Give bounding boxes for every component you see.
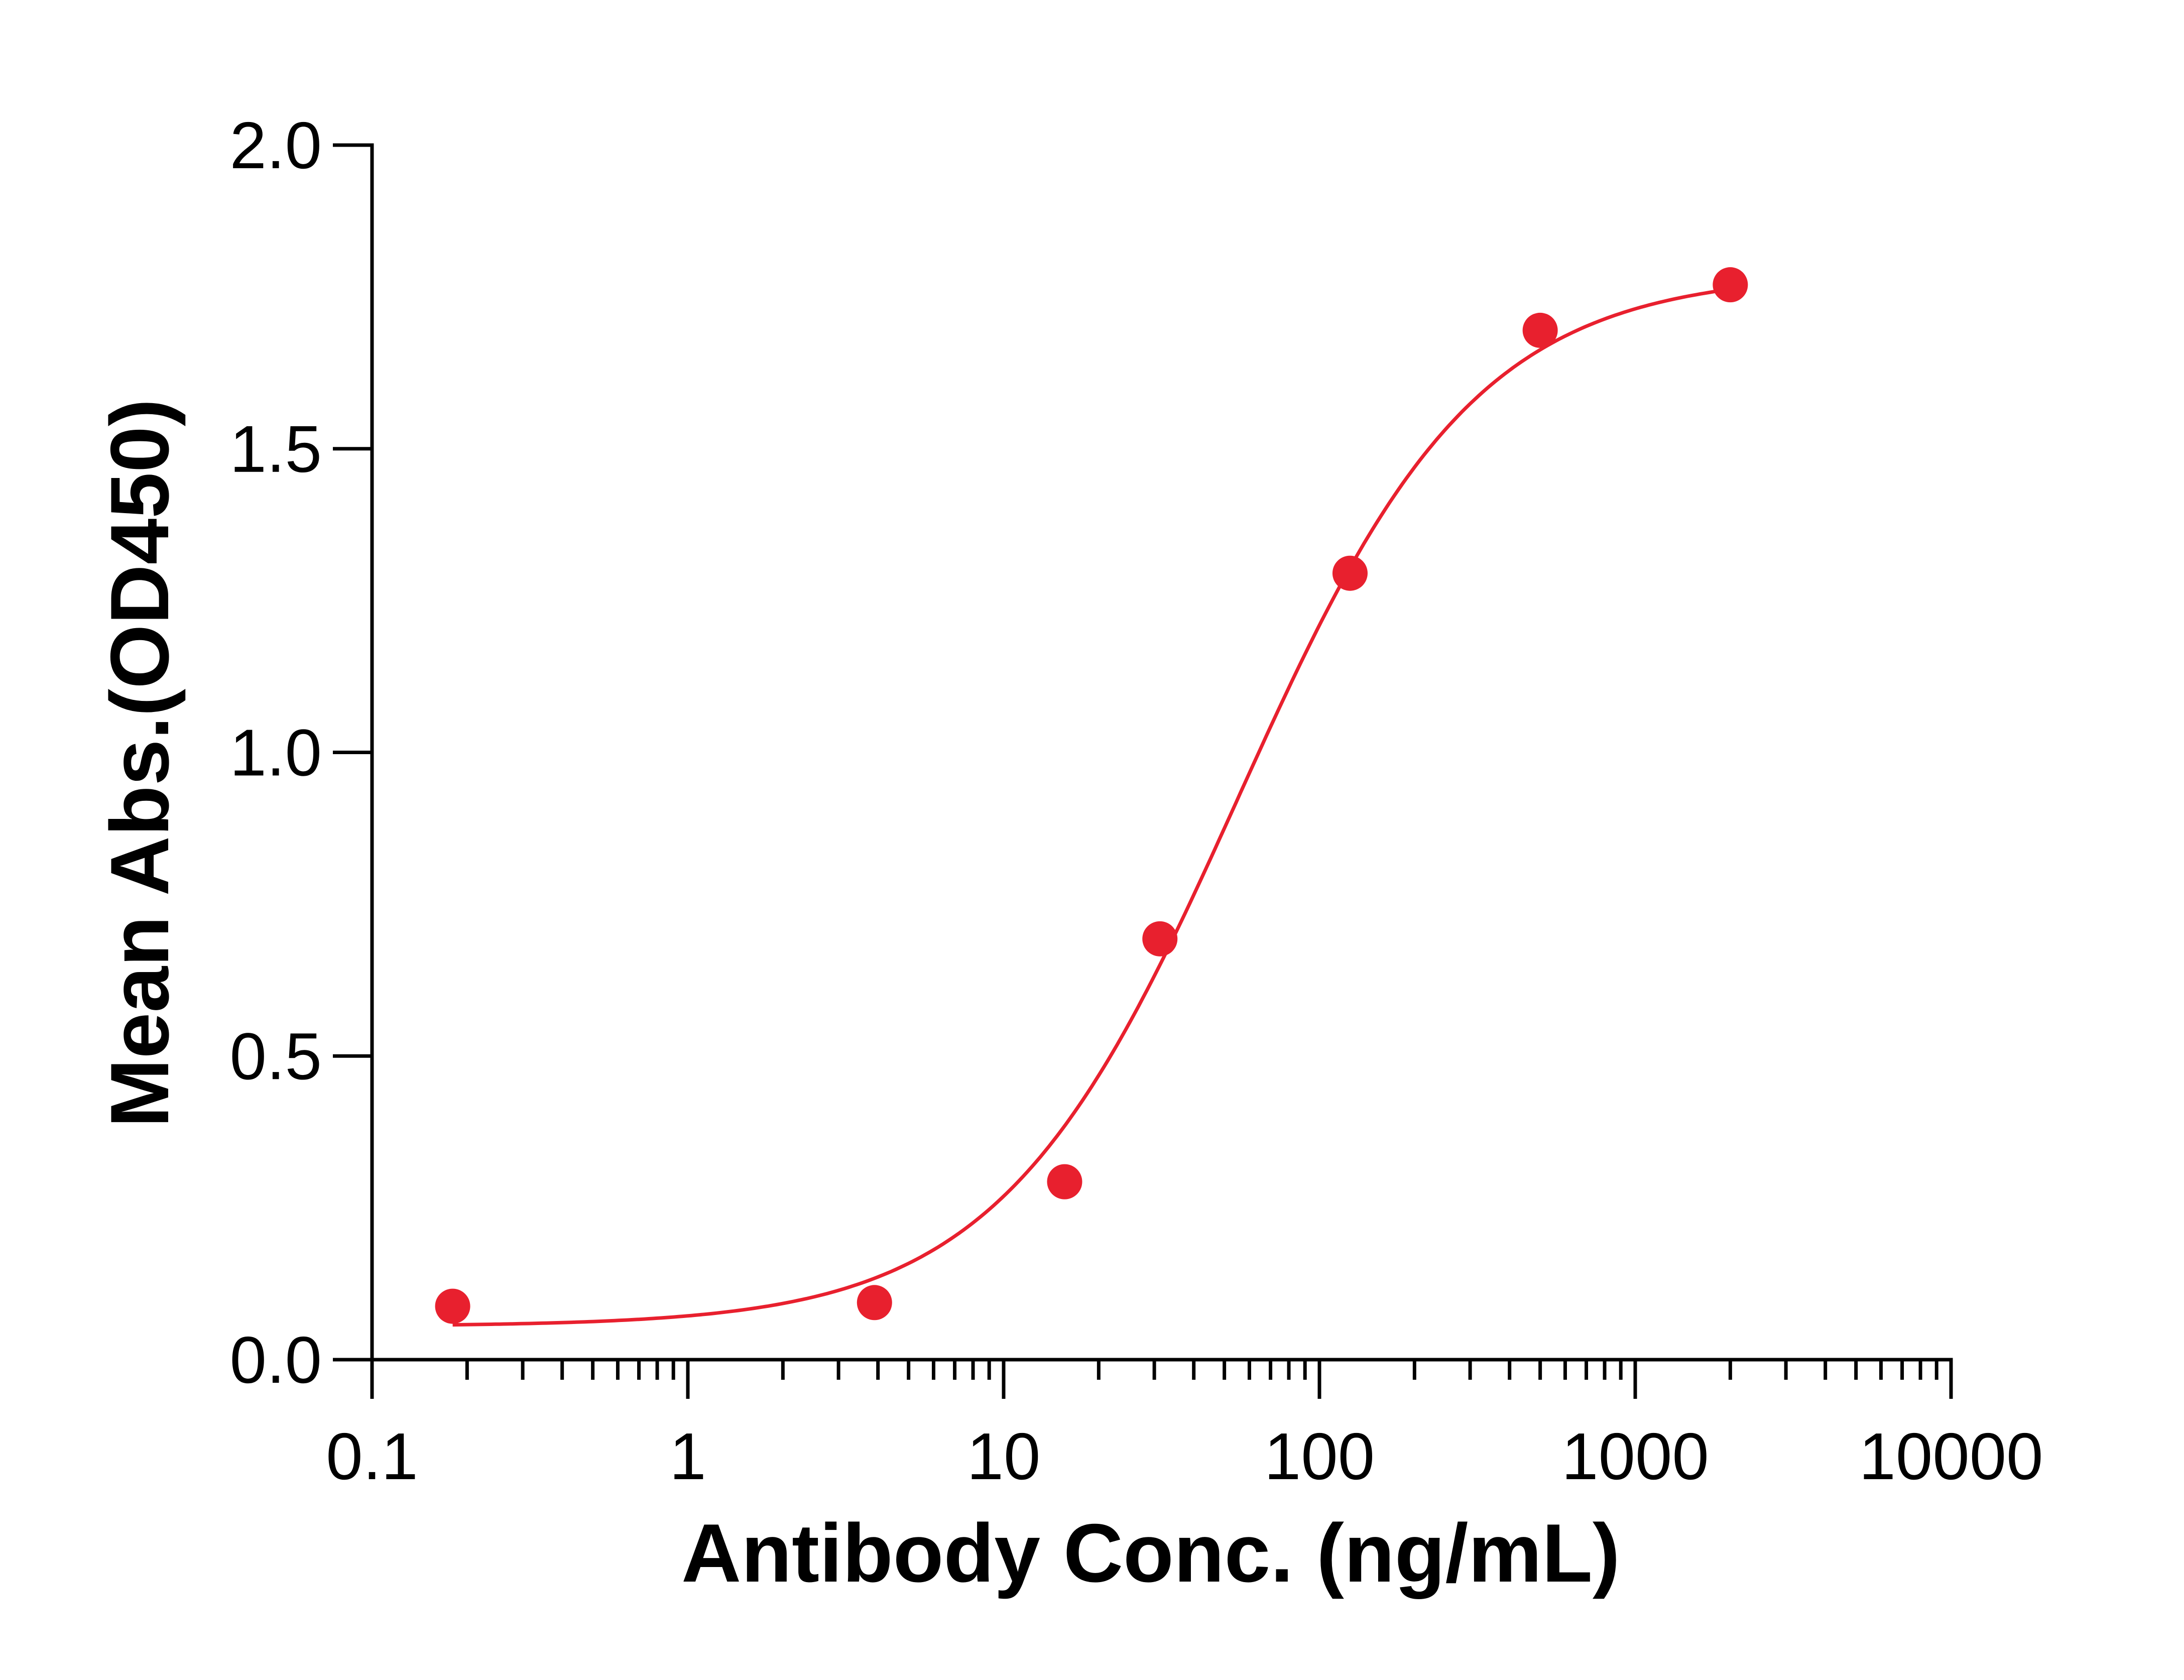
axes-layer <box>333 143 1953 1399</box>
y-tick-label: 0.5 <box>230 1019 322 1093</box>
data-point <box>1142 921 1178 956</box>
x-tick-label: 1000 <box>1561 1419 1709 1493</box>
data-point <box>1522 312 1558 348</box>
x-tick-label: 1 <box>669 1419 706 1493</box>
x-tick-label: 100 <box>1264 1419 1375 1493</box>
data-point <box>1332 555 1368 591</box>
y-tick-label: 2.0 <box>230 108 322 182</box>
fit-curve <box>452 287 1731 1327</box>
data-point <box>435 1288 470 1324</box>
data-point <box>857 1285 892 1321</box>
y-tick-label: 0.0 <box>230 1323 322 1397</box>
x-tick-label: 0.1 <box>326 1419 418 1493</box>
x-tick-label: 10 <box>967 1419 1041 1493</box>
x-axis-title: Antibody Conc. (ng/mL) <box>681 1507 1620 1599</box>
fit-curve-layer <box>452 287 1731 1327</box>
tick-labels-layer: 0.0 0.5 1.0 1.5 2.0 0.1 1 10 100 1000 10000 <box>230 108 2043 1493</box>
y-tick-label: 1.0 <box>230 716 322 790</box>
x-tick-label: 10000 <box>1859 1419 2043 1493</box>
y-axis-title: Mean Abs.(OD450) <box>93 399 186 1128</box>
y-tick-label: 1.5 <box>230 412 322 486</box>
data-point <box>1047 1164 1082 1199</box>
data-points-layer <box>435 267 1748 1324</box>
data-point <box>1713 267 1748 303</box>
